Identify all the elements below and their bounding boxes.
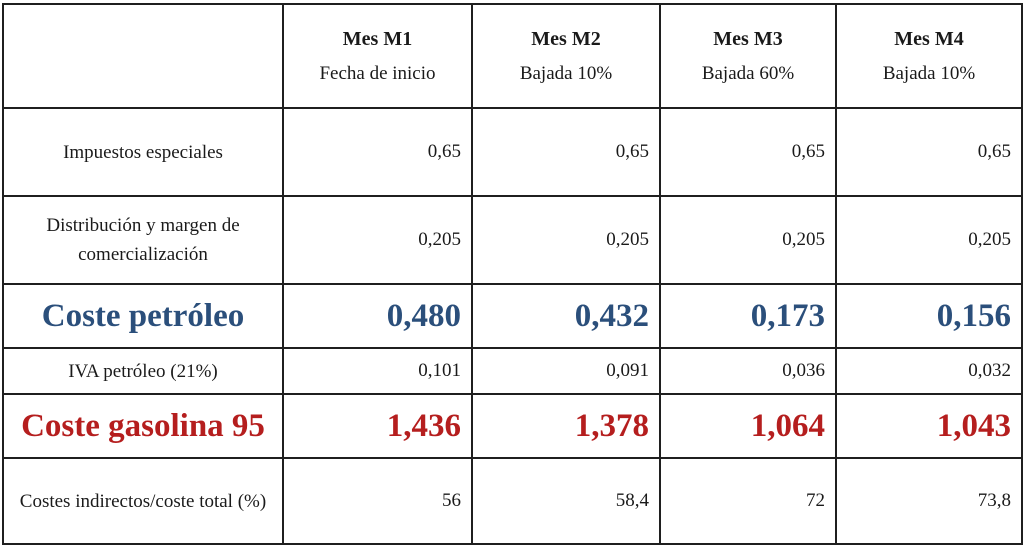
month-note: Bajada 10% bbox=[882, 62, 976, 84]
month-label: Mes M1 bbox=[342, 27, 413, 50]
value-cell: 1,043 bbox=[835, 393, 1023, 459]
value-cell: 56 bbox=[282, 457, 473, 545]
table-row-coste-petroleo: Coste petróleo 0,480 0,432 0,173 0,156 bbox=[2, 283, 1023, 349]
month-note: Bajada 60% bbox=[701, 62, 795, 84]
value-cell: 0,65 bbox=[835, 107, 1023, 197]
value-cell: 72 bbox=[659, 457, 837, 545]
value-cell: 0,036 bbox=[659, 347, 837, 395]
value-cell: 1,064 bbox=[659, 393, 837, 459]
row-label: Coste petróleo bbox=[2, 283, 284, 349]
table-row-impuestos: Impuestos especiales 0,65 0,65 0,65 0,65 bbox=[2, 107, 1023, 197]
value-cell: 0,65 bbox=[659, 107, 837, 197]
corner-cell bbox=[2, 3, 284, 109]
month-note: Fecha de inicio bbox=[319, 62, 436, 84]
value-cell: 0,432 bbox=[471, 283, 661, 349]
month-note: Bajada 10% bbox=[519, 62, 613, 84]
table-row-iva: IVA petróleo (21%) 0,101 0,091 0,036 0,0… bbox=[2, 347, 1023, 395]
header-cell-m2: Mes M2 Bajada 10% bbox=[471, 3, 661, 109]
table-row-costes-indirectos: Costes indirectos/coste total (%) 56 58,… bbox=[2, 457, 1023, 545]
row-label: Coste gasolina 95 bbox=[2, 393, 284, 459]
row-label: IVA petróleo (21%) bbox=[2, 347, 284, 395]
value-cell: 1,378 bbox=[471, 393, 661, 459]
value-cell: 0,65 bbox=[282, 107, 473, 197]
value-cell: 0,65 bbox=[471, 107, 661, 197]
row-label: Costes indirectos/coste total (%) bbox=[2, 457, 284, 545]
header-cell-m1: Mes M1 Fecha de inicio bbox=[282, 3, 473, 109]
table-row-distribucion: Distribución y margen de comercializació… bbox=[2, 195, 1023, 285]
month-label: Mes M4 bbox=[894, 27, 964, 50]
row-label: Impuestos especiales bbox=[2, 107, 284, 197]
value-cell: 0,091 bbox=[471, 347, 661, 395]
header-row: Mes M1 Fecha de inicio Mes M2 Bajada 10%… bbox=[2, 3, 1023, 109]
month-label: Mes M3 bbox=[713, 27, 783, 50]
value-cell: 0,205 bbox=[659, 195, 837, 285]
value-cell: 1,436 bbox=[282, 393, 473, 459]
value-cell: 0,480 bbox=[282, 283, 473, 349]
value-cell: 73,8 bbox=[835, 457, 1023, 545]
month-label: Mes M2 bbox=[531, 27, 601, 50]
value-cell: 0,205 bbox=[835, 195, 1023, 285]
value-cell: 58,4 bbox=[471, 457, 661, 545]
cost-table: Mes M1 Fecha de inicio Mes M2 Bajada 10%… bbox=[2, 3, 1023, 545]
row-label: Distribución y margen de comercializació… bbox=[2, 195, 284, 285]
value-cell: 0,205 bbox=[282, 195, 473, 285]
header-cell-m4: Mes M4 Bajada 10% bbox=[835, 3, 1023, 109]
value-cell: 0,205 bbox=[471, 195, 661, 285]
header-cell-m3: Mes M3 Bajada 60% bbox=[659, 3, 837, 109]
table-row-coste-gasolina: Coste gasolina 95 1,436 1,378 1,064 1,04… bbox=[2, 393, 1023, 459]
value-cell: 0,032 bbox=[835, 347, 1023, 395]
value-cell: 0,173 bbox=[659, 283, 837, 349]
value-cell: 0,156 bbox=[835, 283, 1023, 349]
value-cell: 0,101 bbox=[282, 347, 473, 395]
